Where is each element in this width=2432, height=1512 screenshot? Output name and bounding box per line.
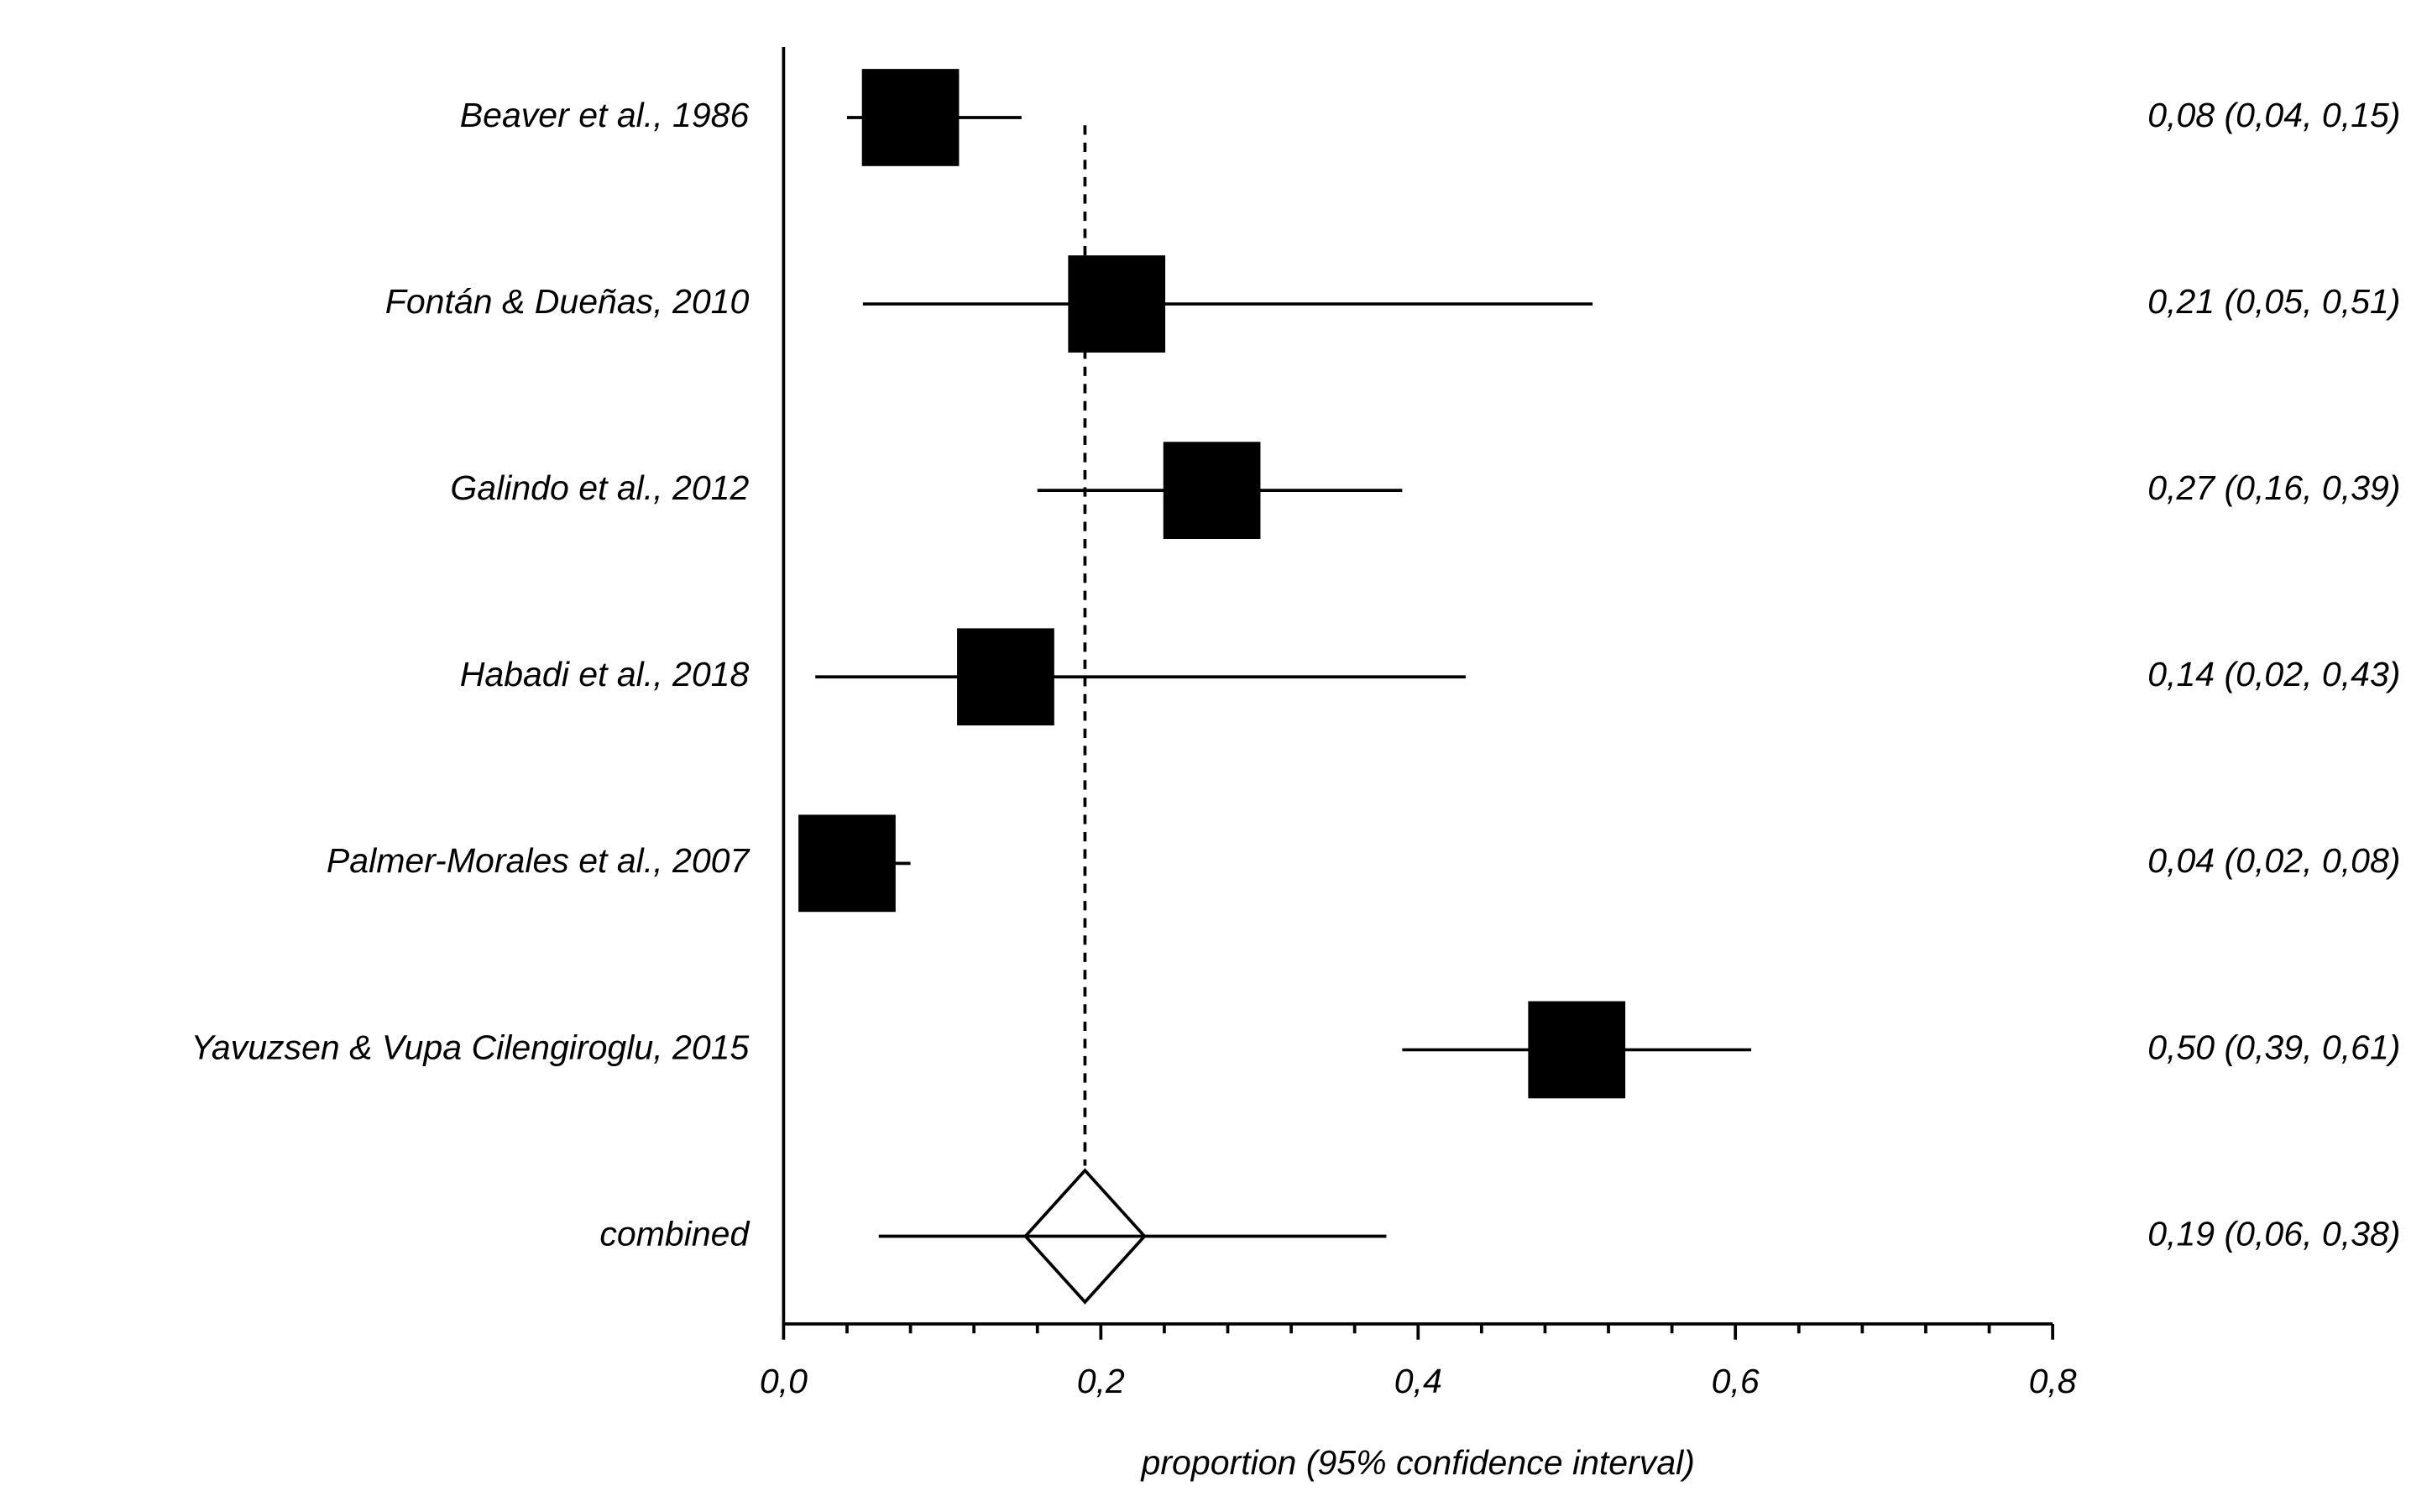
value-label: 0,14 (0,02, 0,43) bbox=[2147, 655, 2400, 693]
x-tick-label: 0,0 bbox=[760, 1362, 808, 1400]
x-tick-label: 0,2 bbox=[1077, 1362, 1125, 1400]
x-tick-label: 0,6 bbox=[1712, 1362, 1760, 1400]
combined-diamond bbox=[1022, 1168, 1147, 1305]
value-label: 0,04 (0,02, 0,08) bbox=[2147, 841, 2400, 880]
x-tick-label: 0,4 bbox=[1394, 1362, 1442, 1400]
study-label: Palmer-Morales et al., 2007 bbox=[327, 841, 751, 880]
combined-label: combined bbox=[599, 1214, 750, 1253]
estimate-box bbox=[1528, 1001, 1626, 1099]
study-label: Galindo et al., 2012 bbox=[450, 468, 749, 507]
study-label: Habadi et al., 2018 bbox=[460, 655, 750, 693]
estimate-box bbox=[861, 69, 960, 166]
value-label: 0,50 (0,39, 0,61) bbox=[2147, 1028, 2400, 1066]
value-label: 0,21 (0,05, 0,51) bbox=[2147, 282, 2400, 321]
combined-value-label: 0,19 (0,06, 0,38) bbox=[2147, 1214, 2400, 1253]
study-label: Fontán & Dueñas, 2010 bbox=[385, 282, 750, 321]
x-tick-label: 0,8 bbox=[2029, 1362, 2077, 1400]
study-label: Yavuzsen & Vupa Cilengiroglu, 2015 bbox=[191, 1028, 750, 1066]
estimate-box bbox=[798, 814, 896, 913]
estimate-box bbox=[1163, 442, 1261, 540]
estimate-box bbox=[957, 628, 1054, 726]
value-label: 0,08 (0,04, 0,15) bbox=[2147, 96, 2400, 134]
estimate-box bbox=[1068, 255, 1166, 353]
value-label: 0,27 (0,16, 0,39) bbox=[2147, 468, 2400, 507]
study-label: Beaver et al., 1986 bbox=[460, 96, 750, 134]
x-axis-title: proportion (95% confidence interval) bbox=[1140, 1443, 1695, 1482]
